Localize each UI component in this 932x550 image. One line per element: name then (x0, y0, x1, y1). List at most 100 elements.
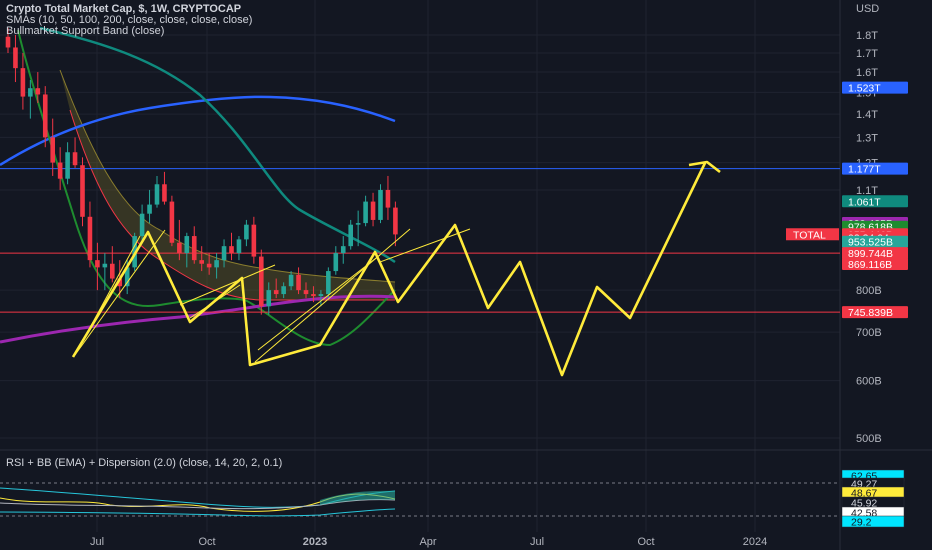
candle-body (378, 189, 383, 220)
candle (259, 249, 264, 315)
price-tag-bg (842, 235, 908, 248)
candle-body (110, 263, 115, 279)
rsi-tag: 29.2 (841, 515, 905, 529)
candle (273, 278, 279, 299)
price-tag-bg (842, 162, 908, 175)
candle (110, 246, 115, 283)
candle-body (296, 274, 301, 291)
time-tick-label: 2024 (743, 536, 767, 548)
price-tag-bg (842, 81, 908, 94)
price-tag-bg (842, 247, 908, 260)
candle (214, 253, 219, 279)
candle-body (288, 274, 294, 287)
band-fill (60, 70, 395, 300)
candle (363, 195, 368, 227)
price-tick-label: 1.4T (856, 109, 878, 121)
candle-body (318, 294, 324, 297)
candle (65, 142, 70, 185)
candle (5, 28, 11, 53)
candle (139, 204, 145, 243)
horizontal-levels[interactable] (0, 168, 840, 313)
candle (326, 267, 331, 299)
rsi-pane[interactable] (0, 482, 840, 517)
candle-body (184, 236, 190, 254)
time-tick-label: 2023 (303, 536, 327, 548)
usd-label: USD (856, 3, 879, 15)
candle (393, 201, 398, 247)
candle (169, 195, 175, 247)
candle (303, 282, 309, 299)
candle-body (147, 204, 152, 214)
price-tick-label: 1.6T (856, 67, 878, 79)
chart-title[interactable]: Crypto Total Market Cap, $, 1W, CRYPTOCA… (6, 3, 242, 15)
candle (288, 271, 294, 291)
rsi-tag-label: 29.2 (851, 517, 872, 529)
price-tag: 899.744B (842, 247, 908, 260)
candle (251, 216, 257, 264)
price-tick-label: 1.3T (856, 132, 878, 144)
symbol-tag: TOTAL (786, 228, 839, 241)
candle (184, 232, 190, 268)
candle-body (191, 236, 197, 261)
time-tick-label: Oct (198, 536, 215, 548)
candle-body (244, 224, 249, 240)
candle-body (42, 94, 48, 138)
price-tag-label: 953.525B (848, 237, 893, 249)
candle (13, 35, 18, 83)
candle-body (363, 201, 368, 224)
price-tag-label: 1.177T (848, 164, 881, 176)
candle-body (385, 189, 391, 208)
candle (311, 286, 316, 303)
candle-body (326, 271, 331, 295)
price-tag-bg (842, 258, 908, 271)
candle (57, 147, 63, 190)
price-tag: 869.116B (842, 258, 908, 271)
candle-body (162, 184, 167, 202)
candle-body (132, 236, 137, 268)
price-axis[interactable]: USD1.8T1.7T1.6T1.5T1.4T1.3T1.2T1.1T800B7… (786, 3, 908, 529)
sma-legend[interactable]: SMAs (10, 50, 100, 200, close, close, cl… (6, 14, 253, 26)
candle (35, 72, 41, 104)
candle-body (50, 137, 55, 163)
rsi-tag-label: 45.92 (851, 498, 877, 510)
rsi-tag-label: 48.67 (851, 488, 877, 500)
time-tick-label: Oct (637, 536, 654, 548)
price-tag: 1.061T (842, 195, 908, 208)
projection-arrowhead (688, 160, 721, 174)
candle (281, 282, 286, 299)
price-tag: 745.839B (842, 306, 908, 319)
rsi-dispersion-fill (320, 490, 395, 505)
candle-body (229, 246, 234, 254)
support-band-legend[interactable]: Bullmarket Support Band (close) (6, 25, 165, 37)
trend-drawings[interactable] (74, 228, 471, 363)
candle-body (266, 290, 272, 307)
candle-body (303, 290, 309, 295)
candle-body (370, 201, 376, 220)
candle-body (259, 256, 264, 307)
candle-body (124, 267, 130, 287)
candle (229, 232, 234, 261)
candle (221, 239, 227, 268)
candle-body (355, 223, 361, 225)
candle-body (5, 36, 11, 48)
rsi-legend[interactable]: RSI + BB (EMA) + Dispersion (2.0) (close… (6, 457, 283, 469)
candle (147, 189, 152, 224)
trend-line (74, 229, 166, 356)
yellow-projection-path[interactable] (71, 160, 721, 377)
candle (296, 267, 301, 295)
candle-body (311, 294, 316, 297)
candle-body (87, 216, 93, 261)
time-axis[interactable]: Jul Oct 2023 Apr Jul Oct 2024 (90, 536, 767, 548)
trend-line (257, 254, 381, 351)
candle (244, 219, 249, 247)
price-tick-label: 800B (856, 285, 882, 297)
price-tag-label: 869.116B (848, 259, 892, 271)
candle-body (169, 201, 175, 243)
price-tick-label: 1.7T (856, 48, 878, 60)
candle (102, 253, 108, 291)
rsi-basis (0, 499, 396, 510)
price-tag-label: 899.744B (848, 248, 893, 260)
